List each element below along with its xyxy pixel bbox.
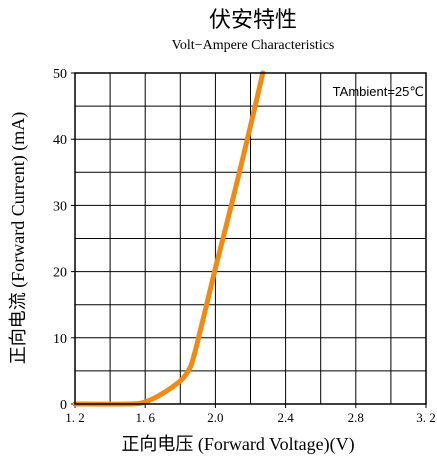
data-point	[160, 390, 166, 396]
y-tick-label: 40	[53, 133, 67, 148]
data-point	[212, 265, 218, 271]
x-axis-ticks: 1. 2 1. 6 2.0 2.4 2.8 3. 2	[65, 404, 436, 425]
plot-frame	[74, 72, 427, 405]
data-point	[248, 123, 253, 129]
x-tick-label: 2.0	[207, 410, 223, 425]
y-tick-label: 10	[53, 332, 67, 347]
y-tick-label: 50	[53, 67, 67, 82]
data-point	[177, 378, 183, 384]
x-axis-label: 正向电压 (Forward Voltage)(V)	[121, 434, 354, 455]
data-point	[230, 196, 236, 202]
x-tick-label: 2.4	[277, 410, 294, 425]
data-point	[186, 367, 192, 373]
x-tick-label: 3. 2	[416, 410, 436, 425]
chart-subtitle: Volt−Ampere Characteristics	[172, 38, 335, 53]
chart-title: 伏安特性	[209, 7, 297, 32]
x-tick-label: 1. 6	[135, 410, 155, 425]
y-tick-label: 30	[53, 199, 67, 214]
x-tick-label: 2.8	[348, 410, 364, 425]
y-axis-label: 正向电流 (Forward Current) (mA)	[8, 112, 29, 364]
data-point	[204, 302, 210, 308]
x-tick-label: 1. 2	[65, 410, 85, 425]
y-tick-label: 20	[53, 266, 67, 281]
y-axis-ticks: 0 10 20 30 40 50	[53, 67, 75, 413]
ambient-temperature-annotation: TAmbient=25℃	[333, 84, 424, 99]
data-point	[191, 351, 197, 357]
grid-lines	[75, 73, 426, 404]
y-tick-label: 0	[60, 398, 67, 413]
